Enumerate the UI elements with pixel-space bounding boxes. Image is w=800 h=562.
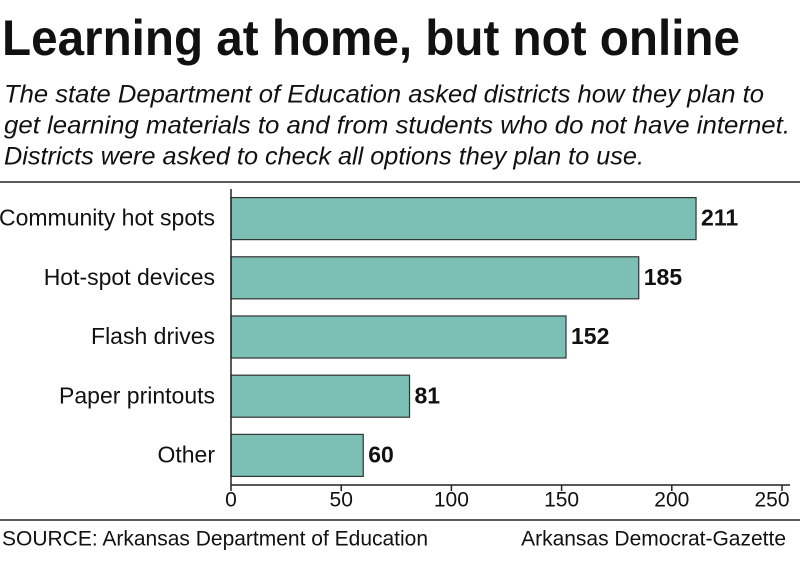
x-tick-label: 250 xyxy=(754,489,789,512)
y-tick-label: Community hot spots xyxy=(0,205,215,231)
y-tick-label: Flash drives xyxy=(91,323,215,349)
x-tick-label: 50 xyxy=(330,489,353,512)
subtitle-line: get learning materials to and from stude… xyxy=(4,112,790,140)
x-tick-label: 100 xyxy=(434,489,469,512)
bar xyxy=(230,256,640,300)
credit: Arkansas Democrat-Gazette xyxy=(521,528,786,551)
value-label: 211 xyxy=(701,205,738,231)
subtitle-line: The state Department of Education asked … xyxy=(4,81,764,109)
bar xyxy=(230,315,567,359)
bar xyxy=(230,433,364,478)
value-label: 60 xyxy=(368,441,394,467)
x-tick-label: 200 xyxy=(654,489,689,512)
bar xyxy=(230,374,411,418)
value-label: 81 xyxy=(415,382,441,408)
y-tick-label: Paper printouts xyxy=(59,382,215,408)
x-tick-label: 150 xyxy=(544,489,579,512)
bar xyxy=(230,196,697,241)
value-label: 152 xyxy=(571,323,609,349)
y-tick-label: Hot-spot devices xyxy=(44,264,215,290)
value-label: 185 xyxy=(644,264,683,290)
chart-title: Learning at home, but not online xyxy=(2,10,740,66)
x-tick-label: 0 xyxy=(225,489,237,512)
subtitle-line: Districts were asked to check all option… xyxy=(4,143,644,171)
source: SOURCE: Arkansas Department of Education xyxy=(2,528,428,551)
y-tick-label: Other xyxy=(157,441,215,467)
